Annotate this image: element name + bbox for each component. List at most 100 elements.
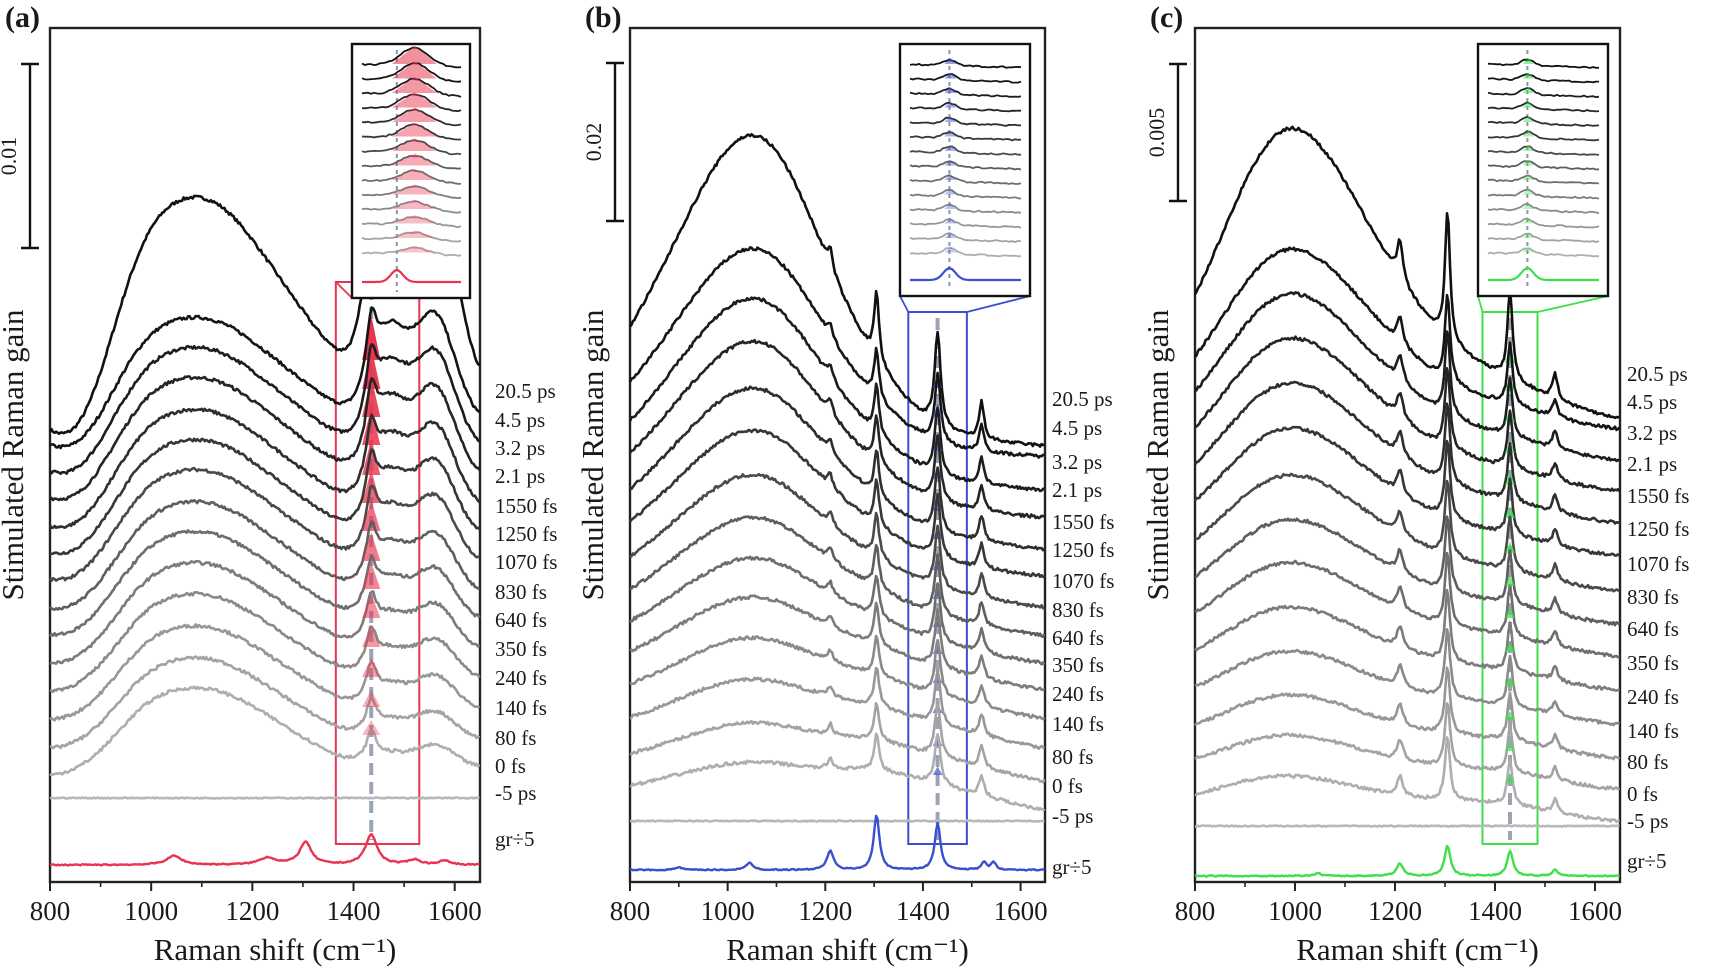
series-line — [48, 343, 481, 476]
delay-label: 240 fs — [1052, 682, 1104, 706]
series-line — [629, 594, 1046, 692]
peak-fill — [362, 499, 381, 531]
series-line — [1193, 380, 1621, 525]
y-axis-title: Stimulated Raman gain — [0, 309, 30, 601]
series-line — [1193, 125, 1621, 420]
inset-ground-line — [910, 266, 1021, 282]
highlight-band — [1481, 311, 1539, 845]
series-line — [629, 385, 1046, 552]
x-tick-label: 1200 — [1368, 896, 1422, 926]
inset-series-line — [909, 116, 1022, 127]
series-line — [1194, 335, 1621, 493]
inset-series-line — [361, 216, 462, 229]
series-line — [1193, 425, 1621, 557]
delay-label: gr÷5 — [1627, 849, 1667, 873]
inset-series-line — [1487, 203, 1600, 215]
delay-label: 830 fs — [1052, 598, 1104, 622]
inset-series-line — [909, 73, 1022, 84]
delay-label: 1550 fs — [495, 494, 557, 518]
x-tick-label: 1600 — [994, 896, 1048, 926]
inset-series-line — [1487, 188, 1600, 200]
panel-letter: (b) — [585, 1, 622, 34]
series-line — [49, 375, 481, 502]
inset-peak-fill — [944, 87, 957, 93]
series-line — [1194, 824, 1620, 828]
peak-fill — [1505, 710, 1515, 720]
inset-series-line — [909, 247, 1022, 258]
inset-connector — [899, 295, 910, 313]
peak-fill — [1505, 742, 1515, 751]
inset-peak-fill — [1522, 217, 1535, 224]
inset-series-line — [1487, 87, 1600, 99]
x-tick-label: 1600 — [1568, 896, 1622, 926]
panel-1: 20.5 ps 4.5 ps 3.2 ps 2.1 ps 1550 fs 1250 fs 1… — [0, 1, 557, 967]
highlight-band — [334, 281, 421, 845]
inset-series-line — [909, 174, 1022, 185]
inset-peak-fill — [391, 199, 437, 209]
x-tick-label: 1400 — [327, 896, 381, 926]
inset-peak-fill — [944, 159, 957, 166]
peak-fill — [1505, 506, 1515, 518]
delay-label: gr÷5 — [495, 827, 535, 851]
inset-peak-fill — [391, 245, 437, 253]
series-line — [1194, 472, 1620, 593]
inset-peak-fill — [1522, 159, 1535, 166]
delay-label: 350 fs — [1052, 653, 1104, 677]
x-tick-label: 1000 — [1268, 896, 1322, 926]
inset-series-line — [909, 58, 1022, 69]
series-line — [49, 498, 480, 611]
x-tick-label: 1200 — [225, 896, 279, 926]
peak-fill — [1505, 676, 1515, 686]
inset-series-line — [1487, 217, 1600, 229]
inset-series-line — [1487, 115, 1600, 127]
y-axis-title: Stimulated Raman gain — [1140, 309, 1175, 601]
delay-label: 20.5 ps — [495, 379, 556, 403]
inset-peak-fill — [1522, 145, 1535, 151]
delay-label: 1550 fs — [1052, 510, 1114, 534]
delay-label: 1250 fs — [495, 522, 557, 546]
delay-label: gr÷5 — [1052, 855, 1092, 879]
panel-2: 20.5 ps 4.5 ps 3.2 ps 2.1 ps 1550 fs 1250 fs 1… — [575, 1, 1114, 967]
inset-peak-fill — [1522, 203, 1535, 209]
x-axis-title: Raman shift (cm⁻¹) — [154, 932, 397, 967]
inset-series-line — [909, 145, 1021, 156]
series-line — [49, 559, 481, 666]
inset-peak-fill — [391, 169, 437, 180]
inset-peak-fill — [944, 217, 957, 224]
delay-label: 830 fs — [1627, 585, 1679, 609]
inset-peak-fill — [944, 101, 957, 108]
delay-label: 140 fs — [1052, 712, 1104, 736]
delay-label: 4.5 ps — [495, 408, 545, 432]
inset-series-line — [1487, 145, 1600, 156]
inset-peak-fill — [944, 116, 957, 122]
inset-ground-line — [1488, 266, 1599, 282]
plot-frame — [48, 26, 482, 884]
scale-bar-label: 0.02 — [581, 123, 606, 162]
x-tick-label: 800 — [30, 896, 71, 926]
series-line — [1194, 588, 1621, 692]
delay-label: -5 ps — [495, 781, 536, 805]
peak-fill — [362, 562, 381, 589]
inset-series-line — [1487, 174, 1600, 185]
inset-series-line — [1487, 232, 1600, 243]
x-tick-label: 1000 — [124, 896, 178, 926]
delay-label: 140 fs — [495, 696, 547, 720]
peak-fill — [362, 689, 381, 707]
series-line — [48, 407, 481, 530]
series-line — [1194, 736, 1620, 824]
inset-series-line — [361, 231, 462, 243]
inset-series-line — [1487, 130, 1600, 142]
peak-fill — [1505, 607, 1515, 618]
delay-label: 80 fs — [1627, 750, 1668, 774]
inset-peak-fill — [391, 61, 437, 79]
inset-zoom — [1476, 42, 1610, 298]
inset-peak-fill — [391, 138, 437, 151]
inset-series-line — [909, 203, 1022, 214]
series-line — [49, 833, 480, 867]
inset-peak-fill — [944, 130, 957, 137]
inset-peak-fill — [1522, 174, 1535, 180]
peak-fill — [932, 766, 943, 775]
delay-label: 20.5 ps — [1052, 387, 1113, 411]
peak-fill — [362, 532, 381, 561]
panel-letter: (a) — [5, 1, 40, 34]
